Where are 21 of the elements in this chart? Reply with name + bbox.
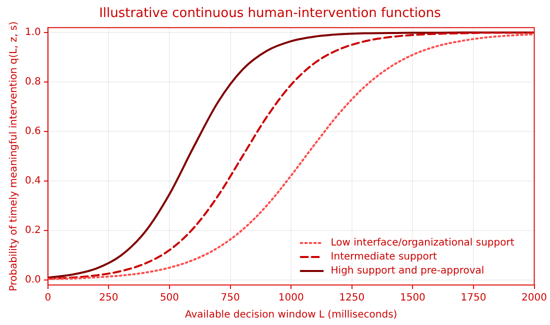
y-tick-label: 0.0 [24,274,41,286]
y-tick-label: 0.4 [24,176,41,187]
y-axis-title: Probability of timely meaningful intervention q(L, z, s) [8,21,20,292]
y-tick-label: 1.0 [24,27,41,38]
legend-label: High support and pre-approval [330,266,484,277]
y-tick-label: 0.2 [24,225,41,236]
x-tick-label: 1500 [400,292,426,304]
x-tick-label: 750 [220,292,240,304]
x-tick-label: 1000 [278,292,304,304]
x-axis-title: Available decision window L (milliseconds) [184,310,398,321]
legend-label: Intermediate support [330,252,437,263]
x-tick-label: 2000 [522,292,547,304]
chart-title: Illustrative continuous human-intervention functions [99,6,442,22]
y-tick-label: 0.6 [24,126,41,138]
x-tick-label: 500 [160,292,180,304]
x-tick-label: 1750 [460,292,486,304]
x-tick-label: 250 [99,292,118,304]
x-tick-label: 0 [44,292,52,304]
y-tick-label: 0.8 [24,76,41,88]
x-tick-label: 1250 [339,292,365,304]
legend-label: Low interface/organizational support [330,238,514,249]
